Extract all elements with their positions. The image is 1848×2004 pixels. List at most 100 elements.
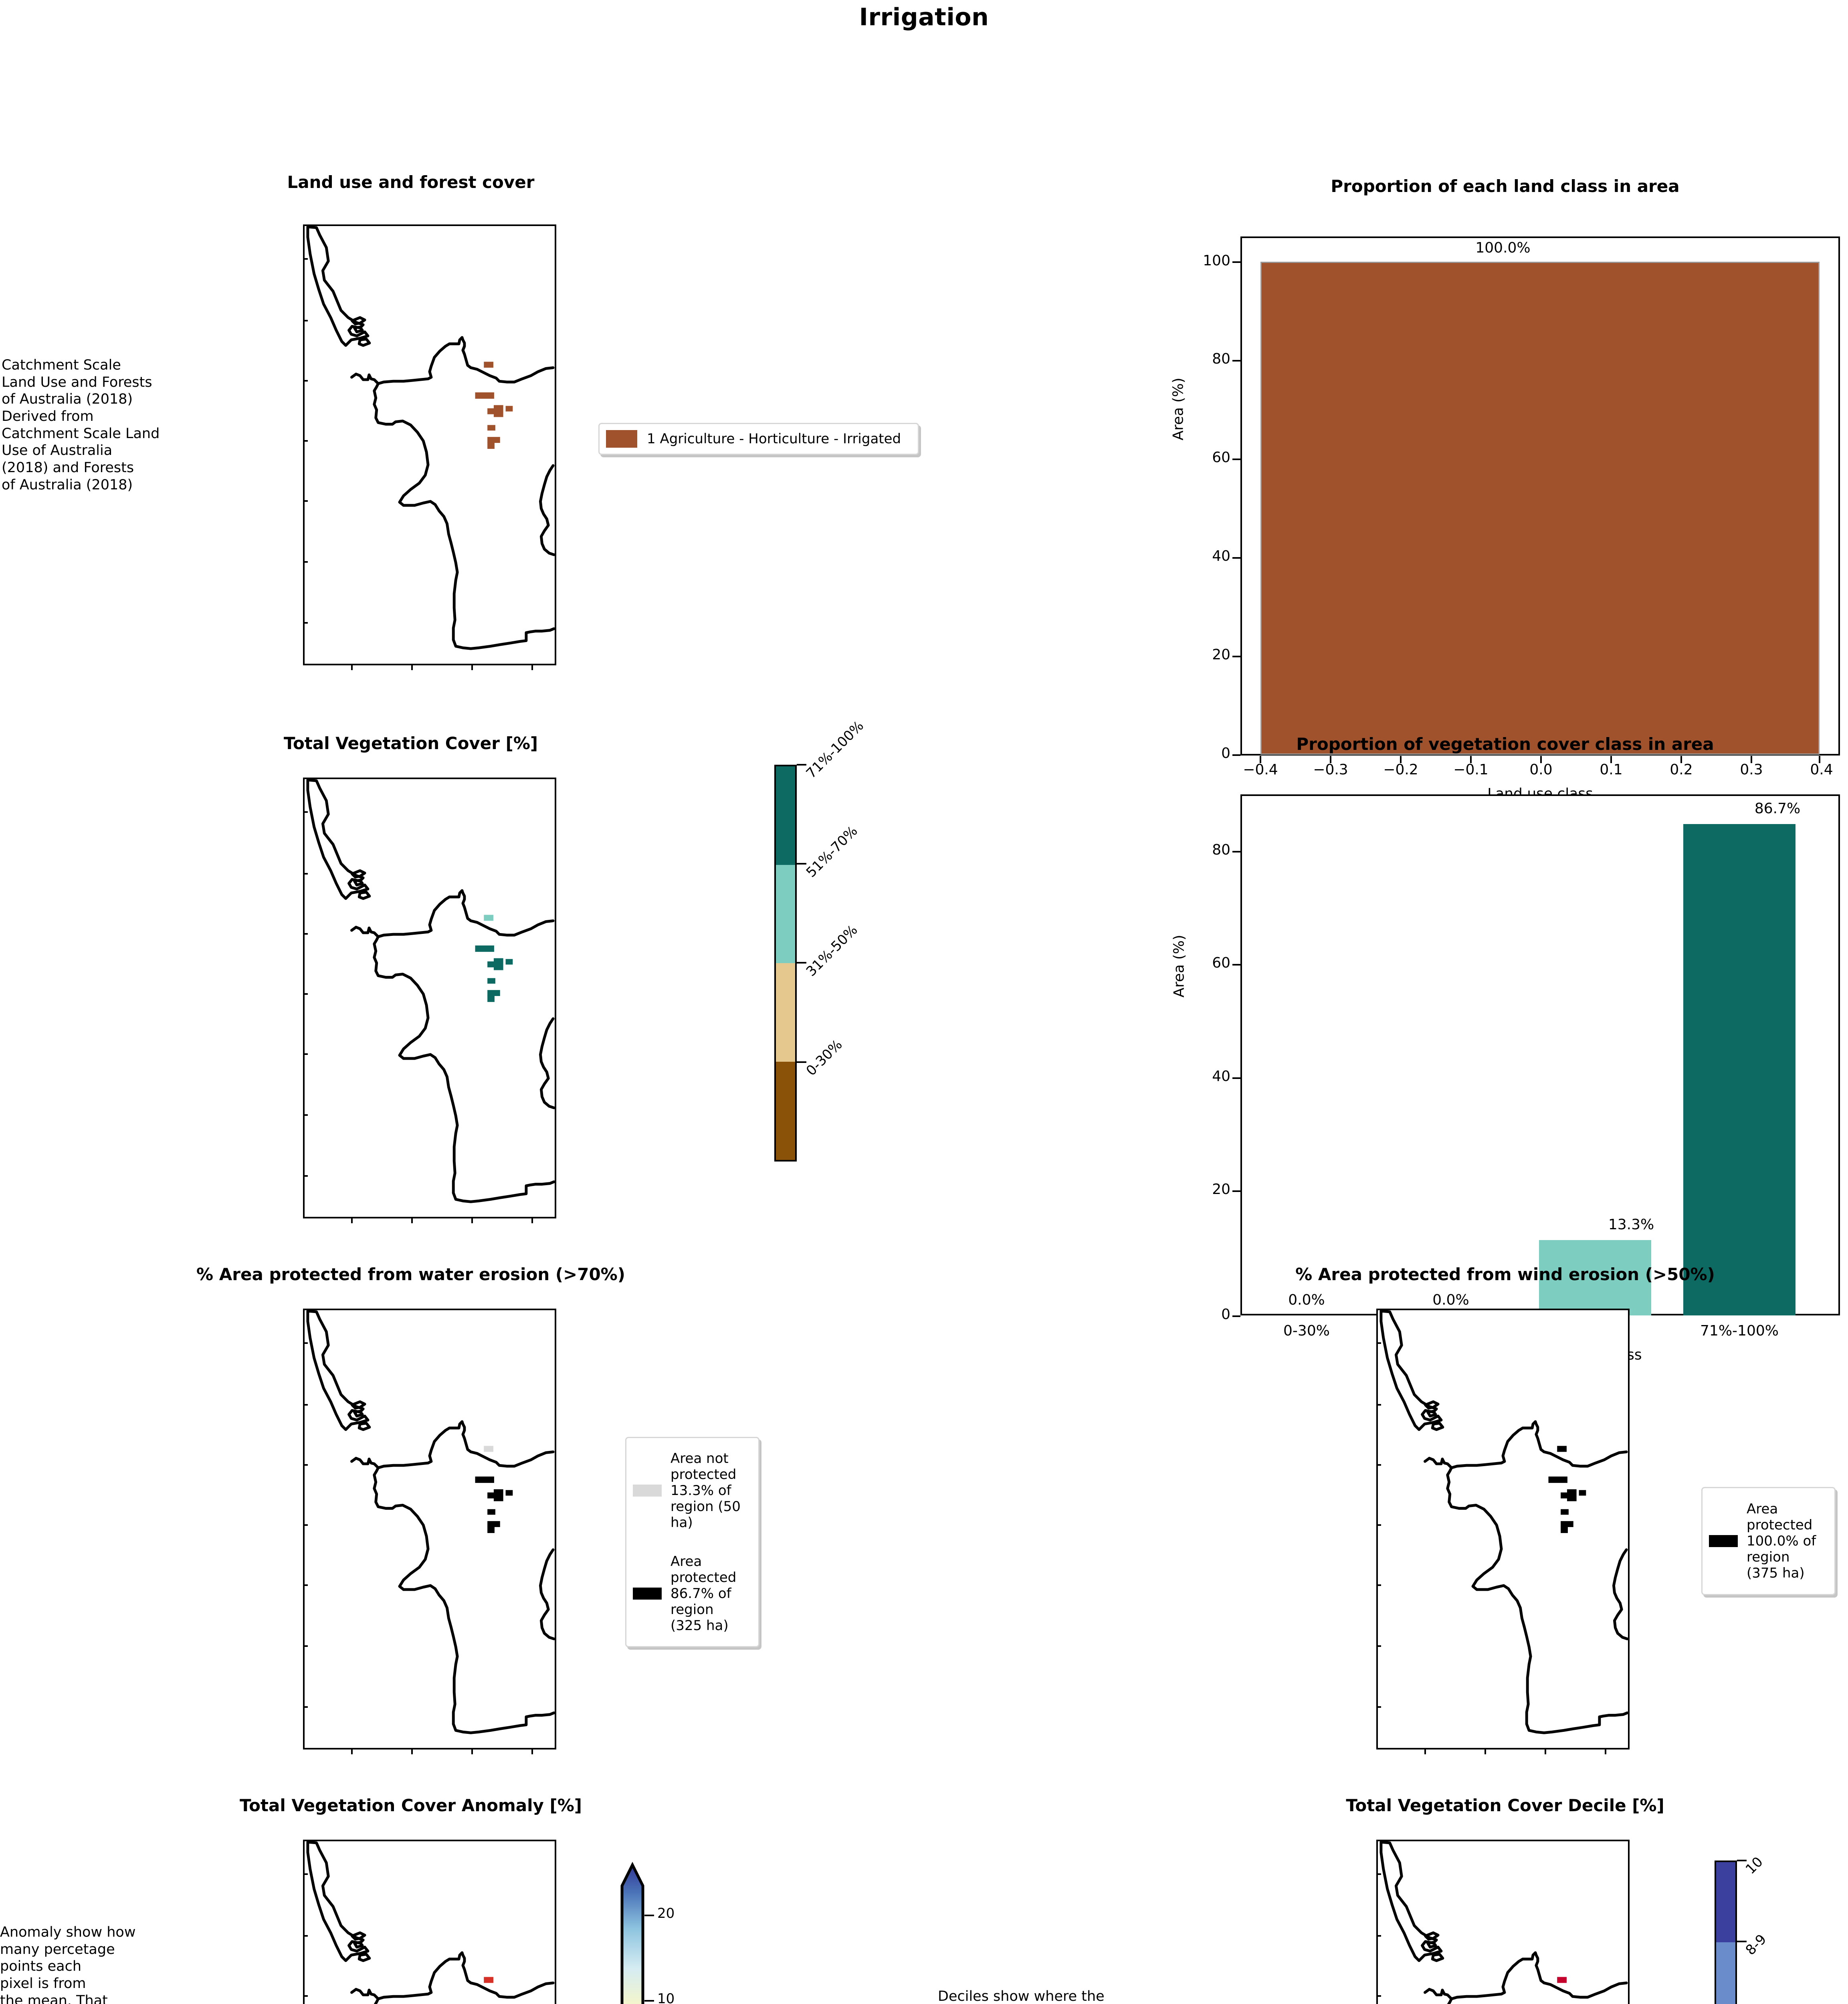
chart-xtick-veg-0: 0-30% (1283, 1323, 1330, 1339)
chart-ytick-land-class: 0 (1221, 745, 1230, 762)
chart-ytick-veg: 80 (1212, 842, 1230, 858)
map-decile[interactable] (1376, 1840, 1630, 2004)
colorbar-veg-tickmark (797, 863, 806, 865)
map-water-tick (303, 1645, 308, 1647)
chart-ytick-veg: 20 (1212, 1181, 1230, 1198)
colorbar-seg-71-100 (776, 766, 795, 865)
chart-xtickmark (1400, 756, 1402, 763)
chart-title-veg-class: Proportion of vegetation cover class in … (1296, 734, 1714, 754)
colorbar-veg-label-31-50: 31%-50% (803, 922, 861, 980)
chart-bar-land-class-0[interactable] (1260, 262, 1820, 755)
legend-land-use[interactable]: 1 Agriculture - Horticulture - Irrigated (598, 423, 919, 455)
colorbar-decile[interactable] (1715, 1861, 1737, 2004)
colorbar-decile-label-10: 10 (1742, 1854, 1766, 1878)
colorbar-anomaly-tickmark (644, 2000, 654, 2002)
chart-bar-label-veg-3: 86.7% (1754, 800, 1801, 817)
colorbar-decile-seg-8-9 (1716, 1942, 1735, 2004)
colorbar-anomaly-svg (620, 1862, 644, 2004)
colorbar-anomaly[interactable] (620, 1862, 644, 2004)
legend-wind-erosion[interactable]: Area protected 100.0% of region (375 ha) (1701, 1487, 1836, 1595)
anomaly-note: Anomaly show how many percetage points e… (0, 1924, 136, 2004)
map-veg-tick (303, 993, 308, 995)
chart-ytick-land-class: 100 (1203, 253, 1230, 269)
chart-title-land-class: Proportion of each land class in area (1331, 176, 1680, 196)
legend-swatch-agriculture-horticulture-irrigated (606, 430, 637, 448)
map-land-use-tick (303, 258, 308, 260)
map-land-use-tick (471, 665, 473, 670)
chart-xtick-land-class: −0.4 (1243, 762, 1278, 778)
colorbar-seg-51-70 (776, 865, 795, 963)
map-wind-tick (1424, 1749, 1426, 1754)
chart-ytickmark (1232, 557, 1240, 559)
chart-bar-veg-2[interactable] (1539, 1240, 1651, 1315)
chart-xtickmark (1330, 756, 1331, 763)
chart-land-class-proportion: Proportion of each land class in area Ar… (1162, 160, 1848, 802)
chart-bar-veg-3[interactable] (1683, 824, 1795, 1315)
map-wind-tick (1605, 1749, 1606, 1754)
legend-row-area-protected: Area protected 86.7% of region (325 ha) (633, 1554, 752, 1634)
anomaly-data-pixels (484, 1977, 493, 1983)
chart-ytickmark-veg (1232, 851, 1240, 853)
map-anomaly-tick (303, 1935, 308, 1937)
legend-water-erosion[interactable]: Area not protected 13.3% of region (50 h… (625, 1437, 759, 1647)
colorbar-anomaly-tickmark (644, 1915, 654, 1916)
map-land-use[interactable] (303, 224, 556, 665)
chart-ytickmark (1232, 261, 1240, 263)
legend-label-area-protected: Area protected 86.7% of region (325 ha) (671, 1553, 737, 1634)
map-water-tick (303, 1464, 308, 1466)
map-water-tick (531, 1749, 533, 1754)
colorbar-decile-seg-10 (1716, 1862, 1735, 1943)
map-wind-erosion[interactable] (1376, 1309, 1630, 1749)
map-veg-tick (411, 1218, 413, 1223)
map-decile-svg (1379, 1841, 1628, 2004)
chart-bar-label-veg-0: 0.0% (1288, 1292, 1325, 1308)
map-wind-tick (1376, 1706, 1381, 1708)
wind-erosion-data-pixels (1548, 1446, 1586, 1533)
colorbar-veg-label-0-30: 0-30% (803, 1036, 846, 1079)
chart-xtick-land-class: 0.4 (1810, 762, 1833, 778)
panel-title-veg-cover: Total Vegetation Cover [%] (283, 733, 538, 753)
chart-xtick-land-class: 0.1 (1600, 762, 1623, 778)
map-water-erosion-svg (306, 1310, 555, 1734)
chart-ytickmark-veg (1232, 1190, 1240, 1192)
map-decile-tick (1376, 1995, 1381, 1997)
map-water-tick (303, 1342, 308, 1344)
map-anomaly[interactable] (303, 1840, 556, 2004)
page-title: Irrigation (859, 3, 989, 31)
colorbar-anomaly-label-20: 20 (657, 1905, 675, 1921)
colorbar-seg-31-50 (776, 963, 795, 1062)
map-veg-tick (303, 1175, 308, 1177)
panel-title-land-use: Land use and forest cover (287, 172, 535, 192)
map-veg-tick (351, 1218, 353, 1223)
chart-xtick-veg-3: 71%-100% (1700, 1323, 1779, 1339)
map-wind-tick (1484, 1749, 1486, 1754)
map-land-use-svg (306, 226, 555, 650)
chart-xtick-land-class: −0.3 (1313, 762, 1348, 778)
chart-bar-label-veg-2: 13.3% (1608, 1216, 1654, 1233)
map-decile-tick (1376, 1935, 1381, 1937)
legend-row-area-not-protected: Area not protected 13.3% of region (50 h… (633, 1450, 752, 1531)
panel-title-wind-erosion: % Area protected from wind erosion (>50%… (1295, 1265, 1715, 1284)
chart-ytickmark-veg (1232, 1077, 1240, 1079)
map-water-tick (303, 1404, 308, 1406)
chart-ytickmark-veg (1232, 1315, 1240, 1317)
veg-cover-data-pixels (475, 915, 513, 1002)
map-land-use-tick (351, 665, 353, 670)
chart-ytick-veg: 0 (1221, 1306, 1230, 1323)
panel-title-water-erosion: % Area protected from water erosion (>70… (196, 1265, 625, 1284)
colorbar-veg-cover[interactable] (774, 765, 797, 1162)
map-wind-tick (1376, 1645, 1381, 1647)
chart-ytick-land-class: 60 (1212, 449, 1230, 466)
map-water-erosion[interactable] (303, 1309, 556, 1749)
map-anomaly-tick (303, 1873, 308, 1875)
legend-swatch-area-not-protected (633, 1485, 662, 1497)
map-veg-cover[interactable] (303, 778, 556, 1218)
water-erosion-data-pixels (475, 1446, 513, 1533)
map-water-tick (471, 1749, 473, 1754)
colorbar-decile-label-8-9: 8-9 (1742, 1931, 1770, 1959)
map-water-tick (351, 1749, 353, 1754)
colorbar-veg-tickmark (797, 962, 806, 964)
map-veg-tick (303, 933, 308, 935)
map-wind-erosion-svg (1379, 1310, 1628, 1734)
colorbar-decile-tickmark (1737, 1941, 1747, 1942)
